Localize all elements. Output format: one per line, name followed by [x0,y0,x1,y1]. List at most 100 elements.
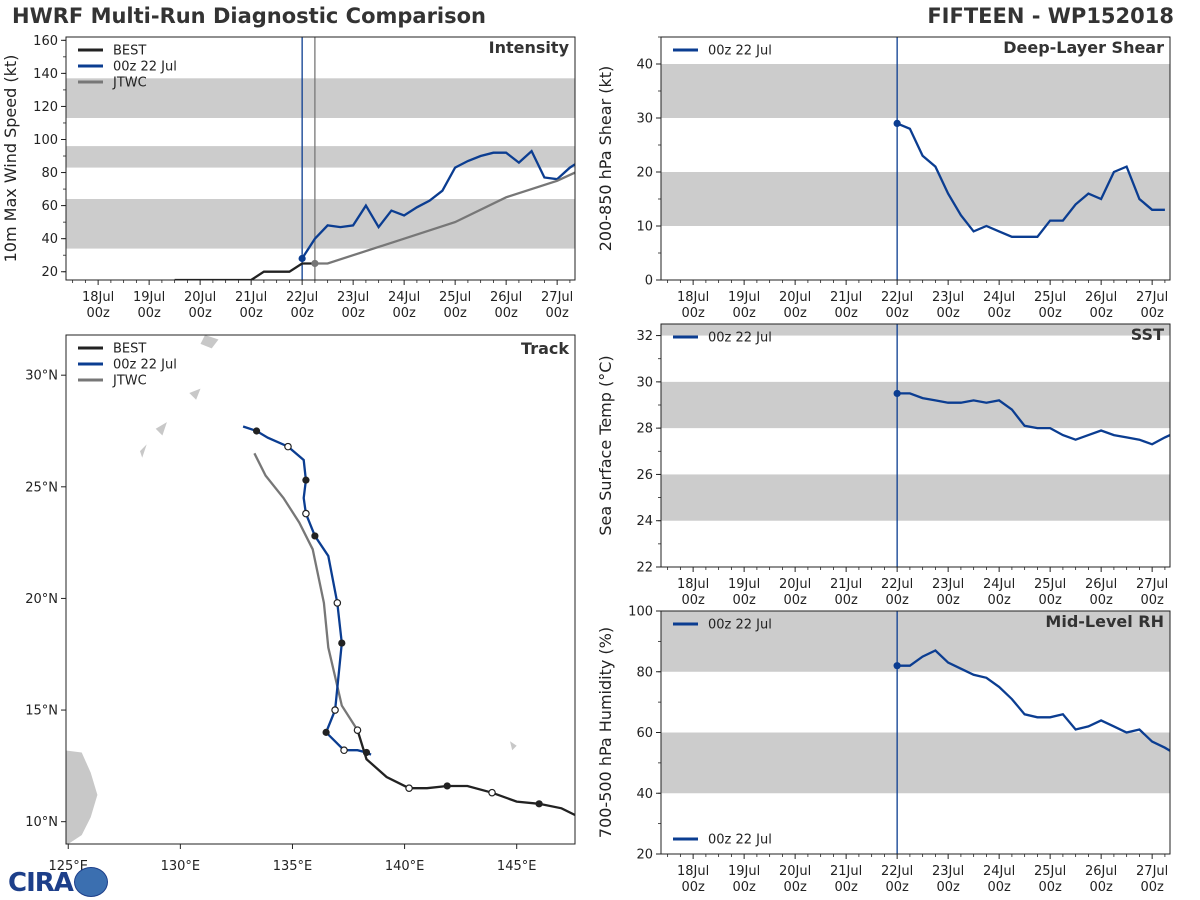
rh-xtick-label-date: 24Jul [983,864,1015,879]
track-point-open-jtwc [353,726,362,734]
intensity-ytick-label: 120 [33,100,58,115]
intensity-legend-label-best: BEST [113,44,146,59]
intensity-xtick-label-date: 21Jul [235,290,267,305]
rh-xtick-label-hour: 00z [783,880,807,895]
shear-ytick-label: 20 [636,166,653,181]
rh-ytick-label: 40 [636,787,653,802]
intensity-xtick-label-date: 22Jul [286,290,318,305]
shear-ylabel: 200-850 hPa Shear (kt) [596,66,615,252]
shear-frame [660,36,1171,281]
shear-xtick-label-date: 23Jul [932,290,964,305]
intensity-point-run-0 [298,254,306,263]
sst-ytick-label: 26 [636,468,653,483]
rh-ytick-label: 80 [636,665,653,680]
sst-ytick-label: 24 [636,514,653,529]
rh-xtick-label-hour: 00z [1089,880,1113,895]
intensity-xtick-label-date: 18Jul [82,290,114,305]
sst-band-0 [661,474,1170,521]
shear-legend-label-run: 00z 22 Jul [708,44,772,59]
sst-ylabel: Sea Surface Temp (°C) [596,355,615,535]
shear-xtick-label-date: 19Jul [728,290,760,305]
track-point-filled-run [322,728,330,736]
intensity-band-1 [66,146,575,168]
track-point-open-run [302,509,310,518]
rh-xtick-label-hour: 00z [732,880,756,895]
shear-title: Deep-Layer Shear [1003,38,1164,57]
ryukyu-land-1 [189,388,201,400]
rh-xtick-label-date: 20Jul [779,864,811,879]
shear-xtick-label-hour: 00z [834,306,858,321]
intensity-ytick-label: 160 [33,34,58,49]
intensity-legend-label-jtwc: JTWC [112,76,147,91]
intensity-xtick-label-date: 25Jul [439,290,471,305]
intensity-series-jtwc [314,171,575,265]
track-point-filled-run [311,532,319,540]
shear-band-1 [661,64,1170,118]
chart-rh: 2040608010018Jul00z19Jul00z20Jul00z21Jul… [596,605,1171,895]
sst-title: SST [1131,325,1164,344]
track-land [66,335,517,844]
intensity-xtick-label-hour: 00z [443,306,467,321]
track-xtick-label: 130°E [161,859,201,874]
intensity-xtick-label-hour: 00z [188,306,212,321]
sst-xtick-label-hour: 00z [681,593,705,608]
intensity-band-0 [66,199,575,249]
sst-band-1 [661,381,1170,429]
rh-ytick-label: 100 [628,605,653,620]
shear-xtick-label-hour: 00z [936,306,960,321]
track-point-open-best [488,788,496,797]
shear-ytick-label: 0 [645,274,653,289]
track-legend-label-jtwc: JTWC [112,374,147,389]
rh-ytick-label: 20 [636,848,653,863]
track-point-filled-run [338,639,346,647]
intensity-xtick-label-hour: 00z [341,306,365,321]
shear-xtick-label-date: 20Jul [779,290,811,305]
intensity-xtick-label-date: 19Jul [133,290,165,305]
intensity-series-best [174,262,315,280]
shear-xtick-label-date: 25Jul [1034,290,1066,305]
track-point-open-run [333,599,342,607]
shear-xtick-label-date: 18Jul [677,290,709,305]
track-ytick-label: 15°N [25,704,58,719]
sst-xtick-label-hour: 00z [1038,593,1062,608]
sst-xtick-label-hour: 00z [783,593,807,608]
intensity-ytick-label: 80 [41,166,58,181]
okinawa-land [140,444,147,458]
rh-bottom-legend: 00z 22 Jul [673,833,772,848]
sst-band-2 [661,324,1170,336]
intensity-frame [65,36,576,281]
shear-band-0 [661,172,1170,226]
rh-xtick-label-hour: 00z [1140,880,1164,895]
intensity-xtick-label-hour: 00z [545,306,569,321]
ryukyu-land-2 [155,422,167,436]
intensity-xtick-label-hour: 00z [494,306,518,321]
shear-xtick-label-hour: 00z [885,306,909,321]
track-xtick-label: 135°E [273,859,313,874]
intensity-series-run [301,149,575,260]
rh-xtick-label-hour: 00z [885,880,909,895]
track-point-open-run [331,706,339,714]
kyushu-land [200,335,219,349]
rh-xtick-label-date: 23Jul [932,864,964,879]
intensity-ylabel: 10m Max Wind Speed (kt) [1,55,20,263]
intensity-ytick-label: 60 [41,199,58,214]
shear-xtick-label-date: 26Jul [1085,290,1117,305]
sst-xtick-label-hour: 00z [936,593,960,608]
shear-xtick-label-hour: 00z [1140,306,1164,321]
rh-xtick-label-date: 18Jul [677,864,709,879]
rh-xtick-label-date: 22Jul [881,864,913,879]
intensity-ytick-label: 40 [41,232,58,247]
rh-xtick-label-hour: 00z [936,880,960,895]
rh-xtick-label-date: 21Jul [830,864,862,879]
sst-ytick-label: 32 [636,329,653,344]
rh-xtick-label-date: 26Jul [1085,864,1117,879]
cira-logo: CIRA [4,866,108,898]
track-ytick-label: 20°N [25,592,58,607]
sst-xtick-label-date: 25Jul [1034,577,1066,592]
sst-xtick-label-hour: 00z [1140,593,1164,608]
storm-title: FIFTEEN - WP152018 [927,4,1174,28]
shear-xtick-label-date: 21Jul [830,290,862,305]
intensity-xtick-label-hour: 00z [392,306,416,321]
track-point-open-best [405,784,413,792]
